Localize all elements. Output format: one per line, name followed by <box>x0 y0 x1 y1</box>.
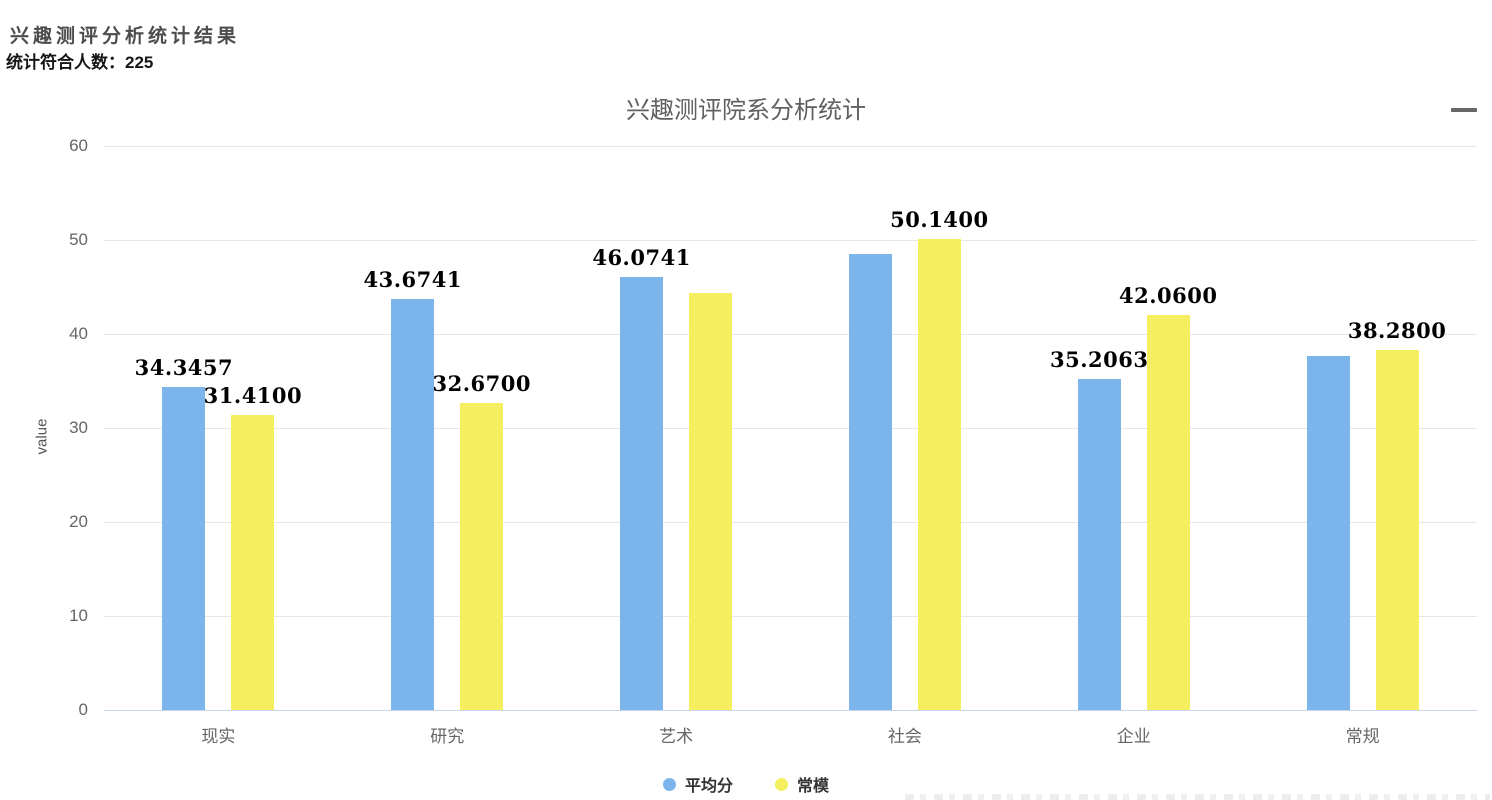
x-axis-category-label: 社会 <box>887 727 922 746</box>
bar-data-label: 50.1400 <box>890 206 989 232</box>
y-axis-tick-label: 50 <box>69 230 88 249</box>
bar-series1[interactable] <box>1077 379 1121 710</box>
y-axis-tick-label: 60 <box>69 136 88 155</box>
x-axis-category-label: 常规 <box>1345 727 1380 746</box>
x-axis-category-label: 企业 <box>1116 727 1151 746</box>
bar-series2[interactable] <box>1146 314 1190 710</box>
bar-data-label: 43.6741 <box>363 267 462 293</box>
bar-series1[interactable] <box>162 387 206 710</box>
gridline <box>104 333 1477 335</box>
legend-label-average-score: 平均分 <box>684 778 733 795</box>
bar-series1[interactable] <box>391 299 435 710</box>
legend-item-average-score[interactable]: 平均分 <box>662 772 733 796</box>
stat-value: 225 <box>125 53 154 72</box>
bar-data-label: 34.3457 <box>134 355 234 381</box>
y-axis-tick-label: 30 <box>69 418 88 437</box>
bar-series1[interactable] <box>848 254 892 710</box>
bar-data-label: 42.0600 <box>1119 282 1218 308</box>
x-axis-category-label: 艺术 <box>659 727 694 746</box>
gridline <box>104 145 1477 147</box>
y-axis-tick-label: 0 <box>78 700 88 719</box>
y-axis-title: value <box>33 418 51 455</box>
bar-data-label: 46.0741 <box>592 244 691 270</box>
bar-series2[interactable] <box>231 414 275 710</box>
stat-label: 统计符合人数： <box>6 53 125 72</box>
stat-line: 统计符合人数：225 <box>6 48 153 73</box>
legend-label-norm: 常模 <box>797 778 830 795</box>
bar-data-label: 31.4100 <box>203 382 303 408</box>
page-title: 兴趣测评分析统计结果 <box>10 25 241 47</box>
bar-series2[interactable] <box>917 238 961 710</box>
bar-series2[interactable] <box>1375 350 1419 710</box>
legend: 平均分 常模 <box>0 772 1492 796</box>
clipped-footnote-fragment <box>905 794 1490 800</box>
bar-series2[interactable] <box>689 292 733 710</box>
bar-data-label: 35.2063 <box>1050 347 1149 373</box>
y-axis-tick-label: 20 <box>69 512 88 531</box>
bar-series1[interactable] <box>620 276 664 710</box>
y-axis-tick-label: 10 <box>69 606 88 625</box>
gridline <box>104 427 1477 429</box>
legend-marker-norm-icon <box>775 777 788 791</box>
gridline <box>104 521 1477 523</box>
chart-context-menu-button[interactable] <box>1451 99 1481 121</box>
gridline <box>104 239 1477 241</box>
gridline <box>104 615 1477 617</box>
x-axis-category-label: 研究 <box>430 727 465 746</box>
x-axis-category-label: 现实 <box>201 727 236 746</box>
bar-series2[interactable] <box>460 402 504 710</box>
x-axis-line <box>104 710 1477 711</box>
legend-item-norm[interactable]: 常模 <box>775 772 829 796</box>
bar-data-label: 32.6700 <box>432 370 531 396</box>
bar-series1[interactable] <box>1306 355 1350 710</box>
chart-title: 兴趣测评院系分析统计 <box>626 97 866 124</box>
legend-marker-average-score-icon <box>662 777 676 791</box>
y-axis-tick-label: 40 <box>69 324 88 343</box>
bar-data-label: 38.2800 <box>1347 318 1447 344</box>
